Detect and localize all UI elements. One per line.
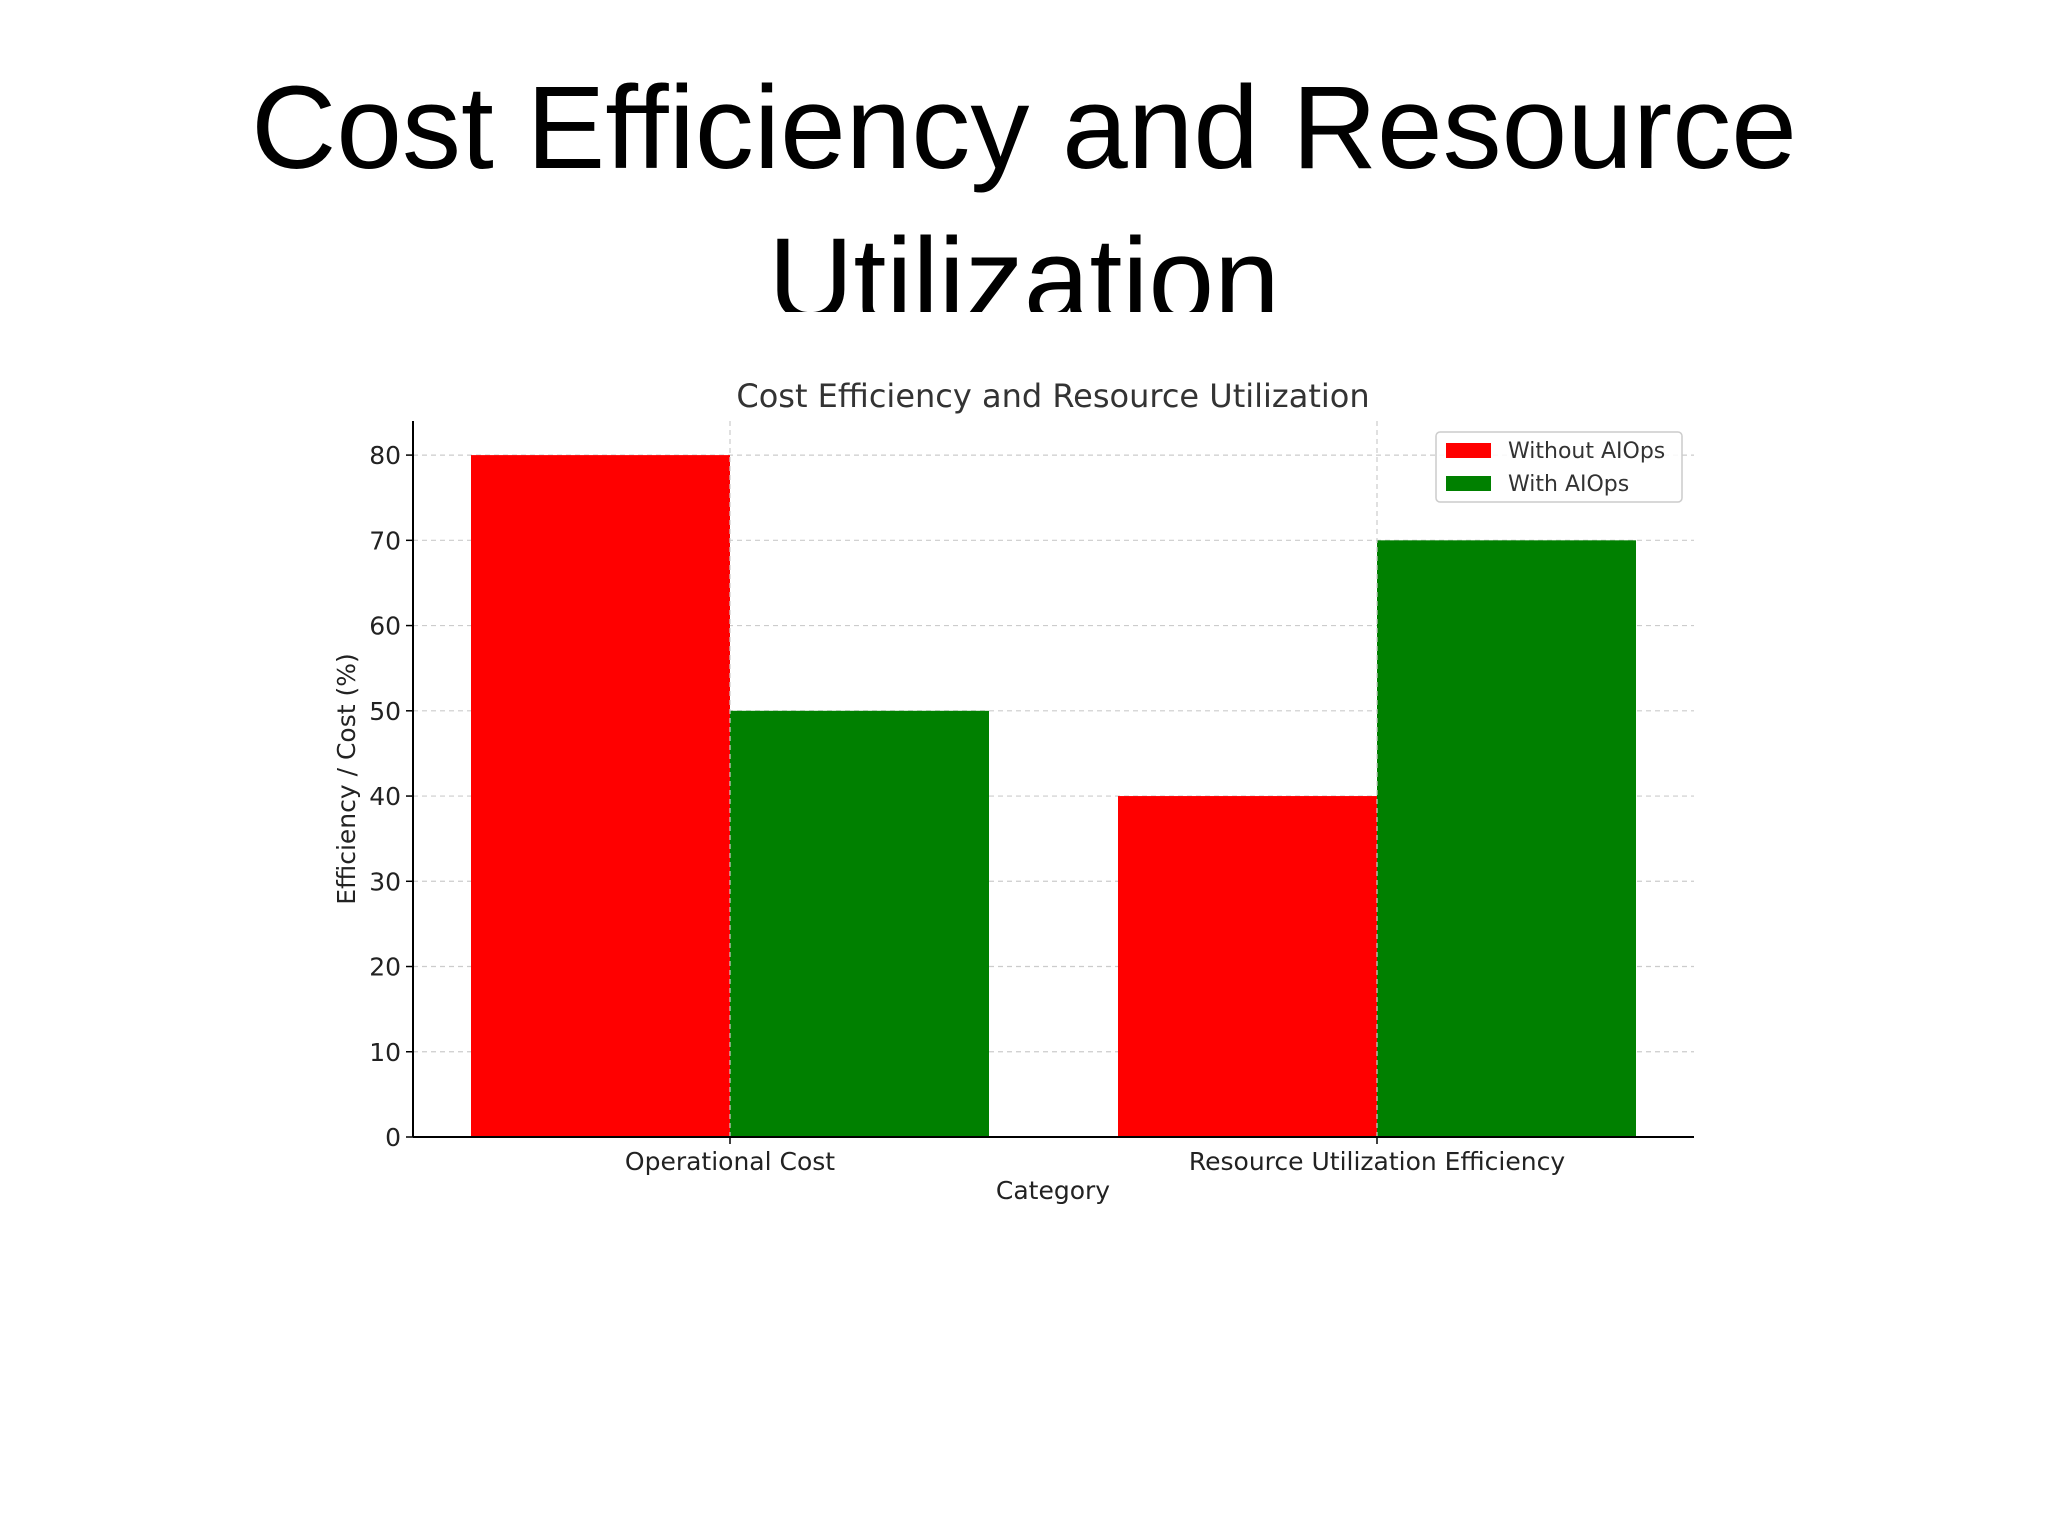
- legend-box: [1435, 431, 1683, 503]
- bar: [730, 710, 989, 1137]
- chart-title: Cost Efficiency and Resource Utilization: [736, 377, 1369, 415]
- y-tick-label: 60: [369, 612, 401, 641]
- y-tick-label: 30: [369, 867, 401, 896]
- y-tick-label: 20: [369, 953, 401, 982]
- legend-label: Without AIOps: [1508, 439, 1665, 464]
- y-tick-label: 40: [369, 782, 401, 811]
- x-tick-label: Operational Cost: [625, 1147, 835, 1176]
- x-tick-label: Resource Utilization Efficiency: [1189, 1147, 1565, 1176]
- bars-layer: [471, 455, 1636, 1138]
- bar: [471, 455, 730, 1138]
- grid-layer: [413, 454, 1694, 1053]
- y-tick-label: 70: [369, 526, 401, 555]
- legend: Without AIOps With AIOps: [1435, 431, 1683, 503]
- vertical-grid-layer: [729, 421, 1378, 1137]
- y-tick-label: 10: [369, 1038, 401, 1067]
- y-ticks: 0 10 20 30 40 50 60 70 80: [369, 441, 413, 1152]
- slide-title-text: Cost Efficiency and Resource Utilization: [251, 62, 1797, 312]
- y-tick-label: 50: [369, 697, 401, 726]
- legend-label: With AIOps: [1508, 472, 1629, 497]
- bar: [1377, 540, 1636, 1137]
- slide-title: Cost Efficiency and Resource Utilization: [0, 52, 2048, 312]
- y-tick-label: 0: [385, 1123, 401, 1152]
- y-axis-label: Efficiency / Cost (%): [332, 653, 361, 905]
- legend-swatch: [1446, 476, 1491, 491]
- x-axis-label: Category: [996, 1176, 1110, 1205]
- x-ticks: Operational Cost Resource Utilization Eff…: [625, 1137, 1565, 1176]
- legend-swatch: [1446, 443, 1491, 458]
- bar: [1118, 796, 1377, 1137]
- y-tick-label: 80: [369, 441, 401, 470]
